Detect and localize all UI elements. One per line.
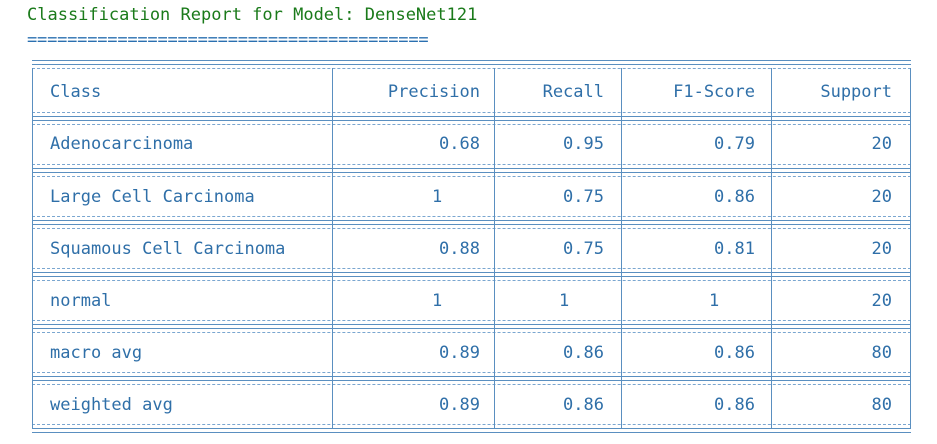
row-support: 20	[871, 291, 892, 311]
column-divider	[332, 68, 333, 428]
header-separator	[32, 116, 911, 121]
row-dash	[32, 332, 911, 333]
row-precision: 1	[432, 187, 443, 207]
table-bottom-border	[32, 428, 911, 433]
row-separator	[32, 324, 911, 329]
table-row: macro avg 0.89 0.86 0.86 80	[32, 335, 911, 371]
row-recall: 1	[559, 291, 570, 311]
row-separator	[32, 168, 911, 173]
row-recall: 0.86	[563, 395, 604, 415]
column-divider	[910, 68, 911, 428]
header-precision: Precision	[387, 82, 480, 102]
table-row: Squamous Cell Carcinoma 0.88 0.75 0.81 2…	[32, 231, 911, 267]
column-divider	[32, 68, 33, 428]
row-dash	[32, 320, 911, 321]
table-row: weighted avg 0.89 0.86 0.86 80	[32, 387, 911, 423]
row-f1-score: 0.86	[714, 187, 755, 207]
row-support: 80	[871, 395, 892, 415]
row-class: normal	[50, 291, 112, 311]
row-precision: 0.89	[439, 395, 480, 415]
row-separator	[32, 272, 911, 277]
row-separator	[32, 376, 911, 381]
report-title: Classification Report for Model: DenseNe…	[27, 5, 478, 25]
column-divider	[494, 68, 495, 428]
row-dash	[32, 216, 911, 217]
table-row: Adenocarcinoma 0.68 0.95 0.79 20	[32, 126, 911, 162]
row-f1-score: 0.81	[714, 239, 755, 259]
row-recall: 0.95	[563, 134, 604, 154]
column-divider	[771, 68, 772, 428]
header-class: Class	[50, 82, 102, 102]
table-row: Large Cell Carcinoma 1 0.75 0.86 20	[32, 179, 911, 215]
row-class: Adenocarcinoma	[50, 134, 194, 154]
row-dash	[32, 424, 911, 425]
row-precision: 1	[432, 291, 443, 311]
header-recall: Recall	[542, 82, 604, 102]
row-class: Large Cell Carcinoma	[50, 187, 255, 207]
row-class: Squamous Cell Carcinoma	[50, 239, 286, 259]
row-recall: 0.75	[563, 239, 604, 259]
row-class: weighted avg	[50, 395, 173, 415]
row-class: macro avg	[50, 343, 143, 363]
row-support: 20	[871, 187, 892, 207]
row-dash	[32, 372, 911, 373]
row-dash	[32, 176, 911, 177]
header-support: Support	[820, 82, 892, 102]
header-bottom-dash	[32, 112, 911, 113]
row-precision: 0.89	[439, 343, 480, 363]
row-dash	[32, 124, 911, 125]
row-support: 20	[871, 134, 892, 154]
column-divider	[621, 68, 622, 428]
row-f1-score: 0.86	[714, 343, 755, 363]
row-dash	[32, 228, 911, 229]
header-f1-score: F1-Score	[673, 82, 755, 102]
row-precision: 0.88	[439, 239, 480, 259]
row-f1-score: 1	[709, 291, 720, 311]
row-recall: 0.75	[563, 187, 604, 207]
table-row: normal 1 1 1 20	[32, 283, 911, 319]
table-top-border	[32, 60, 911, 65]
row-precision: 0.68	[439, 134, 480, 154]
row-support: 80	[871, 343, 892, 363]
row-separator	[32, 220, 911, 225]
table-header-row: Class Precision Recall F1-Score Support	[32, 74, 911, 110]
title-underline: ========================================	[27, 30, 429, 50]
row-f1-score: 0.79	[714, 134, 755, 154]
row-dash	[32, 280, 911, 281]
row-f1-score: 0.86	[714, 395, 755, 415]
row-recall: 0.86	[563, 343, 604, 363]
classification-table: Class Precision Recall F1-Score Support …	[32, 60, 911, 434]
row-support: 20	[871, 239, 892, 259]
row-dash	[32, 384, 911, 385]
row-dash	[32, 164, 911, 165]
row-dash	[32, 268, 911, 269]
table-top-dash	[32, 68, 911, 69]
